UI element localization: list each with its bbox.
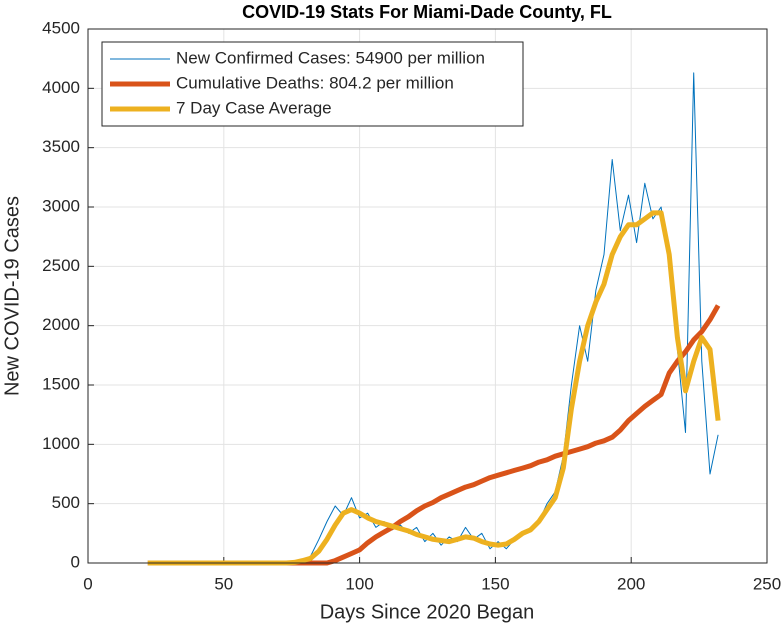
y-tick-label: 2500 (42, 256, 80, 275)
axes-box (87, 28, 768, 564)
chart-title: COVID-19 Stats For Miami-Dade County, FL (242, 2, 612, 22)
x-tick-label: 50 (214, 574, 233, 593)
x-tick-label: 100 (345, 574, 373, 593)
legend-label: New Confirmed Cases: 54900 per million (176, 48, 485, 67)
y-tick-label: 3000 (42, 196, 80, 215)
y-tick-label: 4000 (42, 78, 80, 97)
legend-label: Cumulative Deaths: 804.2 per million (176, 73, 454, 92)
legend-box (101, 41, 524, 127)
y-tick-label: 0 (71, 552, 80, 571)
y-axis-label: New COVID-19 Cases (1, 196, 23, 396)
y-tick-label: 500 (52, 493, 80, 512)
x-tick-label: 200 (617, 574, 645, 593)
x-tick-label: 250 (753, 574, 781, 593)
y-tick-label: 4500 (42, 18, 80, 37)
y-tick-label: 1000 (42, 434, 80, 453)
legend-label: 7 Day Case Average (176, 98, 332, 117)
y-tick-label: 3500 (42, 137, 80, 156)
x-tick-label: 0 (83, 574, 92, 593)
x-tick-label: 150 (481, 574, 509, 593)
y-tick-label: 2000 (42, 315, 80, 334)
y-tick-label: 1500 (42, 374, 80, 393)
x-axis-label: Days Since 2020 Began (320, 601, 535, 623)
